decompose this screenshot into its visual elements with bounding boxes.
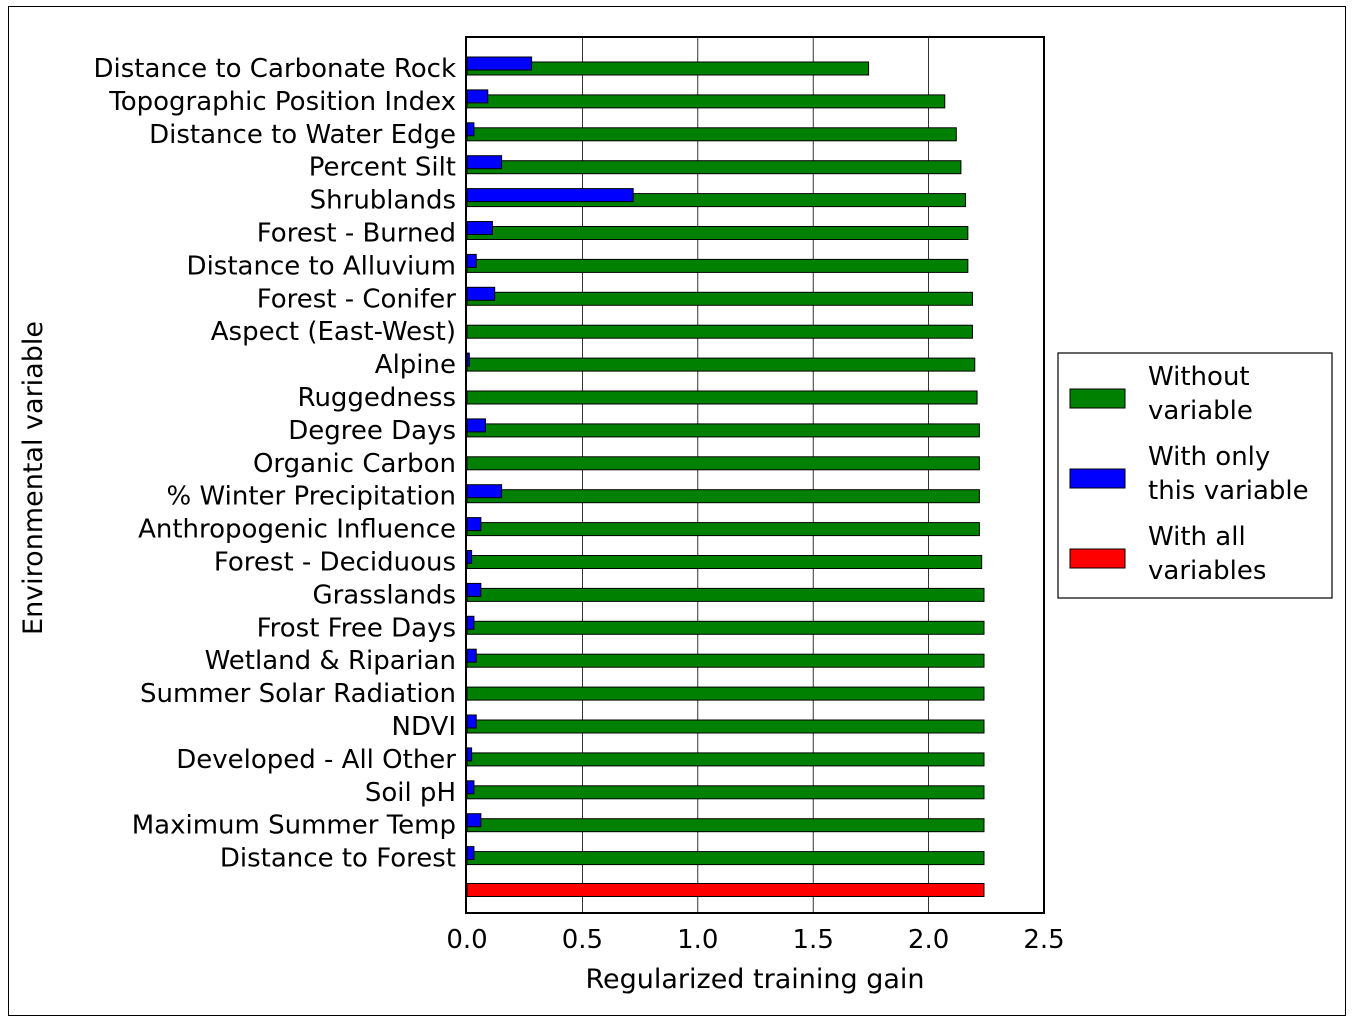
x-tick-labels: 0.0 0.5 1.0 1.5 2.0 2.5	[446, 925, 1064, 955]
plot-area-border	[465, 36, 1045, 914]
x-tick-label: 2.5	[1023, 925, 1064, 955]
y-axis-label: Environmental variable	[18, 321, 49, 635]
bar-with-only-variable	[466, 846, 475, 861]
y-tick-label: Summer Solar Radiation	[140, 679, 456, 709]
bar-without-variable	[466, 94, 946, 109]
legend-swatch	[1069, 388, 1126, 409]
y-tick-label: Distance to Alluvium	[187, 251, 456, 281]
bar-without-variable	[466, 752, 985, 767]
bar-with-only-variable	[466, 221, 493, 235]
bar-without-variable	[466, 785, 985, 800]
bar-with-only-variable	[466, 155, 503, 170]
bar-without-variable	[466, 489, 980, 504]
bar-without-variable	[466, 653, 985, 668]
bar-with-all-variables	[466, 883, 985, 897]
legend-swatch	[1069, 548, 1126, 569]
bar-with-only-variable	[466, 484, 503, 499]
y-tick-label: Soil pH	[365, 778, 456, 808]
bar-without-variable	[466, 127, 957, 142]
y-tick-label: Forest - Conifer	[257, 284, 457, 314]
bar-without-variable	[466, 390, 978, 405]
x-tick-label: 1.5	[793, 925, 834, 955]
bar-with-only-variable	[466, 550, 473, 564]
bar-with-only-variable	[466, 648, 477, 663]
y-tick-label: Organic Carbon	[253, 449, 456, 479]
y-tick-label: Percent Silt	[309, 153, 456, 183]
y-tick-label: Forest - Deciduous	[214, 548, 456, 578]
bar-with-only-variable	[466, 615, 475, 630]
bar-without-variable	[466, 587, 985, 602]
bar-with-only-variable	[466, 582, 482, 597]
legend-label: With all	[1148, 522, 1246, 552]
bar-with-only-variable	[466, 352, 470, 367]
bar-without-variable	[466, 258, 969, 273]
y-tick-label: Ruggedness	[298, 383, 456, 413]
y-tick-label: % Winter Precipitation	[167, 482, 456, 512]
bar-without-variable	[466, 555, 983, 569]
bar-with-only-variable	[466, 813, 482, 828]
bar-with-only-variable	[466, 286, 496, 301]
legend: Without variable With only this variable Wit…	[1057, 352, 1333, 599]
bar-without-variable	[466, 686, 985, 701]
y-tick-label: Forest - Burned	[257, 219, 456, 249]
bar-without-variable	[466, 291, 973, 306]
bar-with-only-variable	[466, 253, 477, 268]
bar-with-only-variable	[466, 188, 634, 203]
legend-label: variable	[1148, 396, 1253, 426]
legend-label: this variable	[1148, 476, 1309, 506]
bar-without-variable	[466, 522, 980, 537]
x-tick-label: 0.5	[562, 925, 603, 955]
bar-without-variable	[466, 456, 980, 471]
bar-without-variable	[466, 226, 969, 240]
y-tick-label: Degree Days	[288, 416, 456, 446]
bar-without-variable	[466, 851, 985, 866]
bar-without-variable	[466, 357, 976, 372]
bar-with-only-variable	[466, 56, 533, 71]
y-tick-label: Alpine	[375, 350, 456, 380]
legend-label: With only	[1148, 442, 1270, 472]
bar-without-variable	[466, 620, 985, 635]
y-tick-label: Maximum Summer Temp	[132, 811, 456, 841]
legend-label: Without	[1148, 362, 1250, 392]
x-tick-label: 2.0	[908, 925, 949, 955]
bar-without-variable	[466, 160, 962, 175]
y-tick-label: Frost Free Days	[257, 613, 456, 643]
legend-swatch	[1069, 468, 1126, 489]
bar-with-only-variable	[466, 714, 477, 729]
y-tick-label: Grasslands	[312, 580, 456, 610]
bar-with-only-variable	[466, 122, 475, 137]
bar-with-only-variable	[466, 780, 475, 795]
y-tick-label: Shrublands	[310, 186, 456, 216]
y-tick-label: Distance to Water Edge	[149, 120, 456, 150]
bar-without-variable	[466, 719, 985, 734]
bar-without-variable	[466, 818, 985, 833]
x-axis-label: Regularized training gain	[585, 964, 924, 995]
y-tick-label: Aspect (East-West)	[211, 317, 456, 347]
x-tick-label: 0.0	[446, 925, 487, 955]
y-tick-label: Developed - All Other	[176, 745, 456, 775]
bar-with-only-variable	[466, 89, 489, 104]
legend-label: variables	[1148, 556, 1266, 586]
bar-without-variable	[466, 423, 980, 438]
bar-without-variable	[466, 324, 973, 339]
y-tick-label: Distance to Forest	[220, 844, 456, 874]
y-tick-label: Distance to Carbonate Rock	[93, 54, 456, 84]
bars	[466, 56, 985, 897]
bar-with-only-variable	[466, 418, 486, 433]
y-tick-label: Wetland & Riparian	[205, 646, 456, 676]
bar-with-only-variable	[466, 747, 473, 762]
bar-with-only-variable	[466, 517, 482, 532]
y-tick-label: NDVI	[392, 712, 456, 742]
x-tick-label: 1.0	[677, 925, 718, 955]
y-tick-label: Anthropogenic Influence	[138, 515, 456, 545]
y-tick-label: Topographic Position Index	[108, 87, 456, 117]
